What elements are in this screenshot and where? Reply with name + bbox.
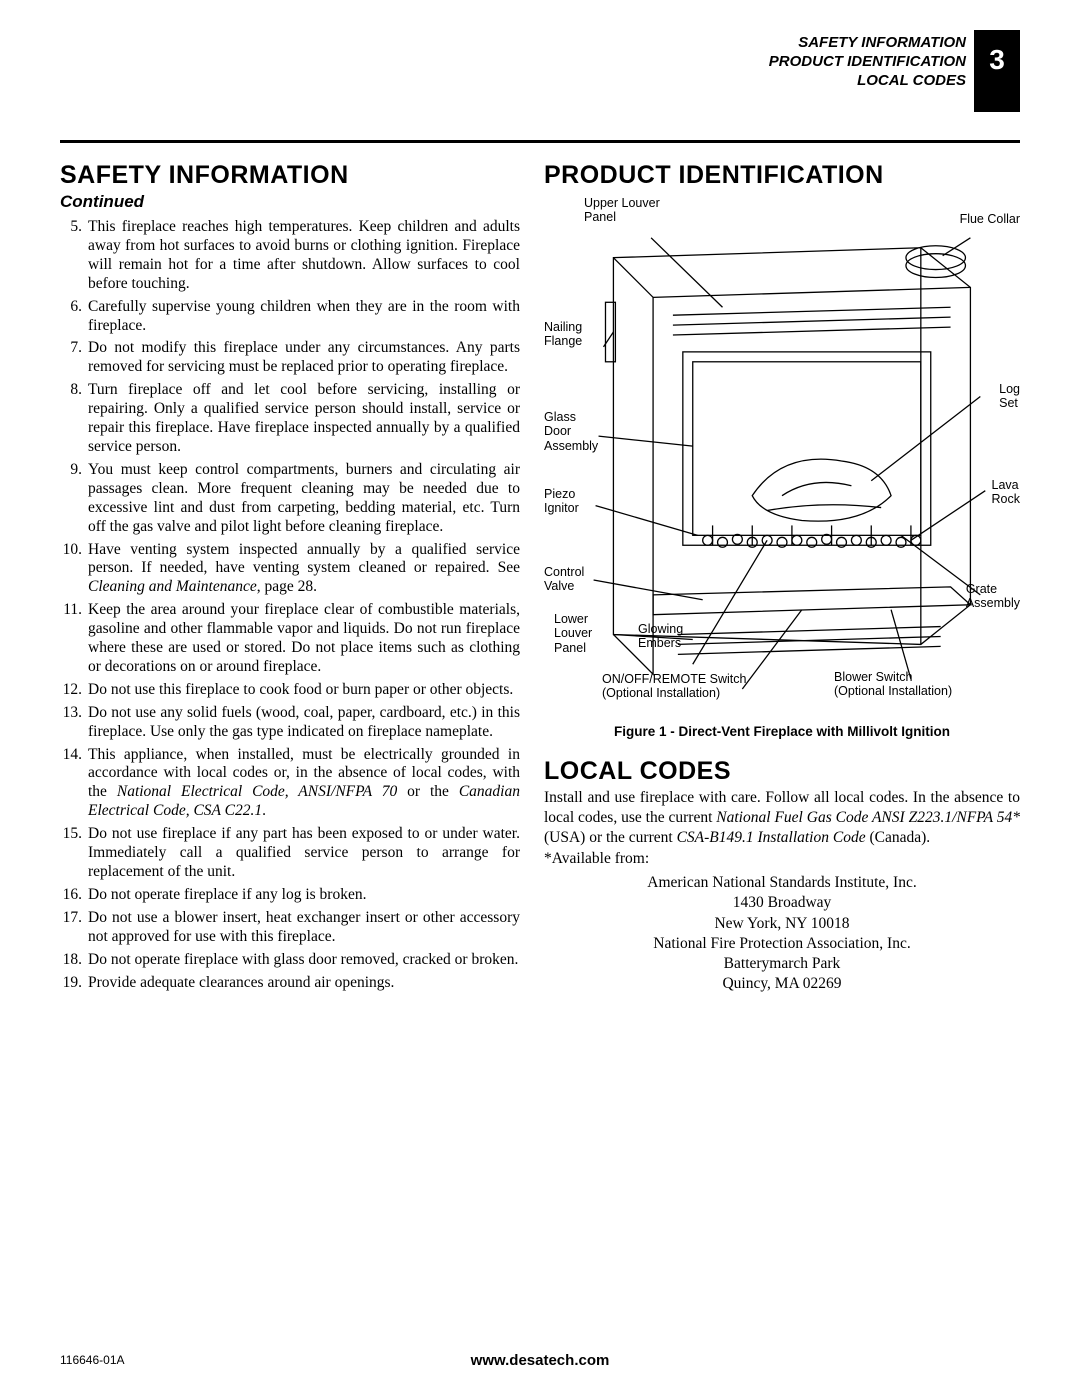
label-glowing-embers: Glowing Embers (638, 622, 683, 651)
safety-item-text: Do not use fireplace if any part has bee… (88, 825, 520, 882)
header-section-labels: SAFETY INFORMATION PRODUCT IDENTIFICATIO… (769, 30, 974, 112)
content-columns: SAFETY INFORMATION Continued 5.This fire… (60, 161, 1020, 996)
local-codes-heading: LOCAL CODES (544, 757, 1020, 786)
safety-item-text: Do not operate fireplace with glass door… (88, 951, 520, 970)
address-line: Quincy, MA 02269 (544, 974, 1020, 994)
safety-item-text: This appliance, when installed, must be … (88, 746, 520, 822)
safety-item-text: This fireplace reaches high temperatures… (88, 218, 520, 294)
label-nailing-flange: Nailing Flange (544, 320, 582, 349)
safety-item-number: 12. (60, 681, 88, 700)
safety-item: 16.Do not operate fireplace if any log i… (60, 886, 520, 905)
label-log-set: Log Set (999, 382, 1020, 411)
safety-item-number: 17. (60, 909, 88, 947)
footer-site: www.desatech.com (471, 1352, 610, 1369)
safety-item-number: 11. (60, 601, 88, 677)
local-codes-body: Install and use fireplace with care. Fol… (544, 788, 1020, 847)
fireplace-diagram-svg (544, 192, 1020, 720)
page-number: 3 (989, 44, 1005, 76)
safety-item: 12.Do not use this fireplace to cook foo… (60, 681, 520, 700)
safety-item-text: Carefully supervise young children when … (88, 298, 520, 336)
label-glass-door: Glass Door Assembly (544, 410, 598, 453)
safety-list: 5.This fireplace reaches high temperatur… (60, 218, 520, 992)
available-from: *Available from: (544, 849, 1020, 869)
safety-item: 19.Provide adequate clearances around ai… (60, 974, 520, 993)
label-onoff: ON/OFF/REMOTE Switch (Optional Installat… (602, 672, 746, 701)
header-rule (60, 140, 1020, 143)
address-line: New York, NY 10018 (544, 914, 1020, 934)
label-upper-louver: Upper Louver Panel (584, 196, 660, 225)
label-control-valve: Control Valve (544, 565, 584, 594)
safety-item-number: 14. (60, 746, 88, 822)
safety-item-text: You must keep control compartments, burn… (88, 461, 520, 537)
safety-item: 9.You must keep control compartments, bu… (60, 461, 520, 537)
safety-item: 7.Do not modify this fireplace under any… (60, 339, 520, 377)
safety-item: 6.Carefully supervise young children whe… (60, 298, 520, 336)
safety-item-text: Do not use any solid fuels (wood, coal, … (88, 704, 520, 742)
label-piezo: Piezo Ignitor (544, 487, 579, 516)
safety-item: 14.This appliance, when installed, must … (60, 746, 520, 822)
left-column: SAFETY INFORMATION Continued 5.This fire… (60, 161, 520, 996)
header-line: PRODUCT IDENTIFICATION (769, 53, 966, 72)
safety-item-text: Do not modify this fireplace under any c… (88, 339, 520, 377)
safety-item-text: Provide adequate clearances around air o… (88, 974, 520, 993)
right-column: PRODUCT IDENTIFICATION (544, 161, 1020, 996)
page-number-badge: 3 (974, 30, 1020, 112)
page-footer: 116646-01A www.desatech.com (60, 1353, 1020, 1367)
address-block: American National Standards Institute, I… (544, 873, 1020, 994)
address-line: 1430 Broadway (544, 893, 1020, 913)
label-lava-rock: Lava Rock (992, 478, 1020, 507)
header-line: SAFETY INFORMATION (769, 34, 966, 53)
safety-item: 5.This fireplace reaches high temperatur… (60, 218, 520, 294)
label-flue-collar: Flue Collar (960, 212, 1020, 226)
safety-item-number: 8. (60, 381, 88, 457)
address-line: Batterymarch Park (544, 954, 1020, 974)
safety-item: 18.Do not operate fireplace with glass d… (60, 951, 520, 970)
safety-item: 13.Do not use any solid fuels (wood, coa… (60, 704, 520, 742)
safety-item-number: 9. (60, 461, 88, 537)
safety-item-number: 13. (60, 704, 88, 742)
safety-heading: SAFETY INFORMATION (60, 161, 520, 190)
figure-caption: Figure 1 - Direct-Vent Fireplace with Mi… (544, 724, 1020, 739)
doc-id: 116646-01A (60, 1353, 125, 1367)
safety-item-number: 7. (60, 339, 88, 377)
safety-item-number: 19. (60, 974, 88, 993)
label-blower: Blower Switch (Optional Installation) (834, 670, 952, 699)
page-header: SAFETY INFORMATION PRODUCT IDENTIFICATIO… (60, 30, 1020, 112)
address-line: American National Standards Institute, I… (544, 873, 1020, 893)
safety-item-number: 10. (60, 541, 88, 598)
continued-label: Continued (60, 192, 520, 212)
label-lower-louver: Lower Louver Panel (554, 612, 592, 655)
header-line: LOCAL CODES (769, 72, 966, 91)
safety-item: 10.Have venting system inspected annuall… (60, 541, 520, 598)
safety-item-number: 6. (60, 298, 88, 336)
safety-item-text: Turn fireplace off and let cool before s… (88, 381, 520, 457)
product-id-heading: PRODUCT IDENTIFICATION (544, 161, 1020, 190)
safety-item-number: 16. (60, 886, 88, 905)
safety-item-text: Have venting system inspected annually b… (88, 541, 520, 598)
safety-item: 15.Do not use fireplace if any part has … (60, 825, 520, 882)
safety-item-number: 15. (60, 825, 88, 882)
safety-item: 11.Keep the area around your fireplace c… (60, 601, 520, 677)
safety-item-text: Do not use a blower insert, heat exchang… (88, 909, 520, 947)
safety-item-text: Do not use this fireplace to cook food o… (88, 681, 520, 700)
label-grate: Grate Assembly (966, 582, 1020, 611)
safety-item-text: Do not operate fireplace if any log is b… (88, 886, 520, 905)
figure-1: Upper Louver Panel Flue Collar Nailing F… (544, 192, 1020, 720)
address-line: National Fire Protection Association, In… (544, 934, 1020, 954)
safety-item-number: 5. (60, 218, 88, 294)
safety-item: 17.Do not use a blower insert, heat exch… (60, 909, 520, 947)
safety-item: 8.Turn fireplace off and let cool before… (60, 381, 520, 457)
safety-item-text: Keep the area around your fireplace clea… (88, 601, 520, 677)
safety-item-number: 18. (60, 951, 88, 970)
